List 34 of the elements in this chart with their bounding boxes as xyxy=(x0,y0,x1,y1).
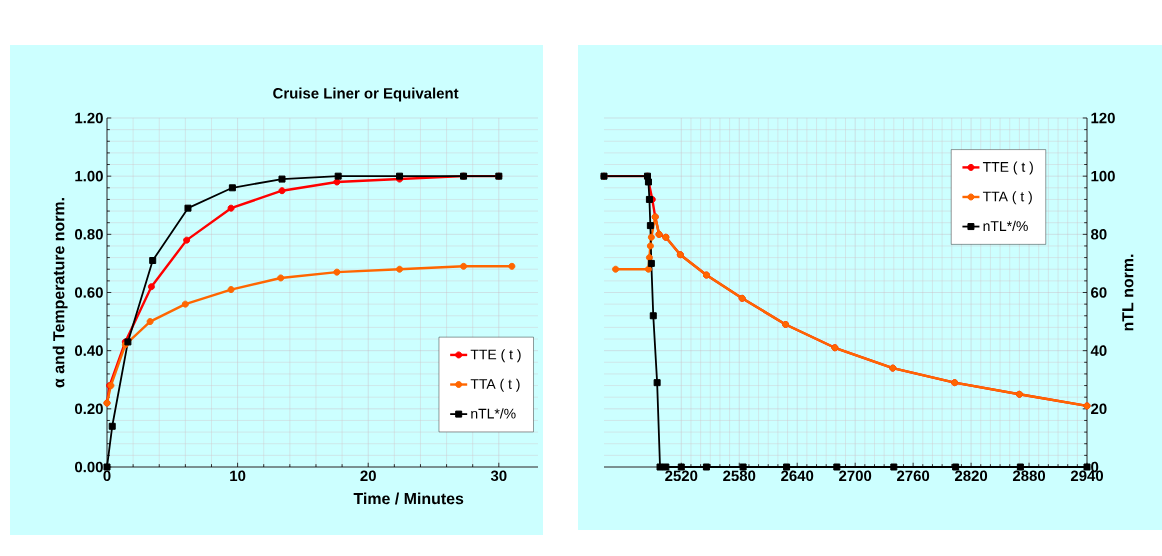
legend-label: nTL*/% xyxy=(983,220,1028,232)
y2-axis-title: nTL norm. xyxy=(1122,254,1134,331)
legend-label: TTE ( t ) xyxy=(470,349,521,363)
y-tick-label: 0.60 xyxy=(74,287,103,298)
legend-label: nTL*/% xyxy=(471,408,516,419)
y-tick-label: 0.00 xyxy=(74,461,103,473)
x-axis-title: Time / Minutes xyxy=(353,492,464,505)
y2-tick-label: 40 xyxy=(1090,345,1107,356)
y2-tick-label: 80 xyxy=(1091,229,1107,240)
x-tick-label: 2760 xyxy=(897,470,930,482)
y2-tick-label: 20 xyxy=(1091,403,1107,415)
x-tick-label: 20 xyxy=(360,470,376,482)
x-tick-label: 10 xyxy=(230,470,246,482)
y-tick-label: 0.80 xyxy=(74,229,103,240)
y-tick-label: 1.00 xyxy=(75,170,103,182)
legend-label: TTA ( t ) xyxy=(470,378,520,392)
legend-label: TTA ( t ) xyxy=(982,191,1032,205)
y-axis-title: α and Temperature norm. xyxy=(52,198,68,388)
x-tick-label: 30 xyxy=(490,470,507,482)
y2-tick-label: 120 xyxy=(1091,112,1115,124)
x-tick-label: 2520 xyxy=(665,470,698,482)
x-tick-label: 0 xyxy=(103,470,111,482)
y-tick-label: 0.40 xyxy=(74,345,103,356)
y2-tick-label: 60 xyxy=(1091,287,1107,298)
x-tick-label: 2700 xyxy=(839,470,872,482)
x-tick-label: 2880 xyxy=(1012,470,1046,482)
chart-title: Cruise Liner or Equivalent xyxy=(273,87,459,102)
y2-tick-label: 100 xyxy=(1091,170,1115,182)
x-tick-label: 2640 xyxy=(781,470,814,482)
legend-label: TTE ( t ) xyxy=(982,161,1033,175)
x-tick-label: 2820 xyxy=(954,470,988,482)
x-tick-label: 2580 xyxy=(723,470,756,482)
y-tick-label: 1.20 xyxy=(75,112,103,124)
y-tick-label: 0.20 xyxy=(74,403,103,415)
